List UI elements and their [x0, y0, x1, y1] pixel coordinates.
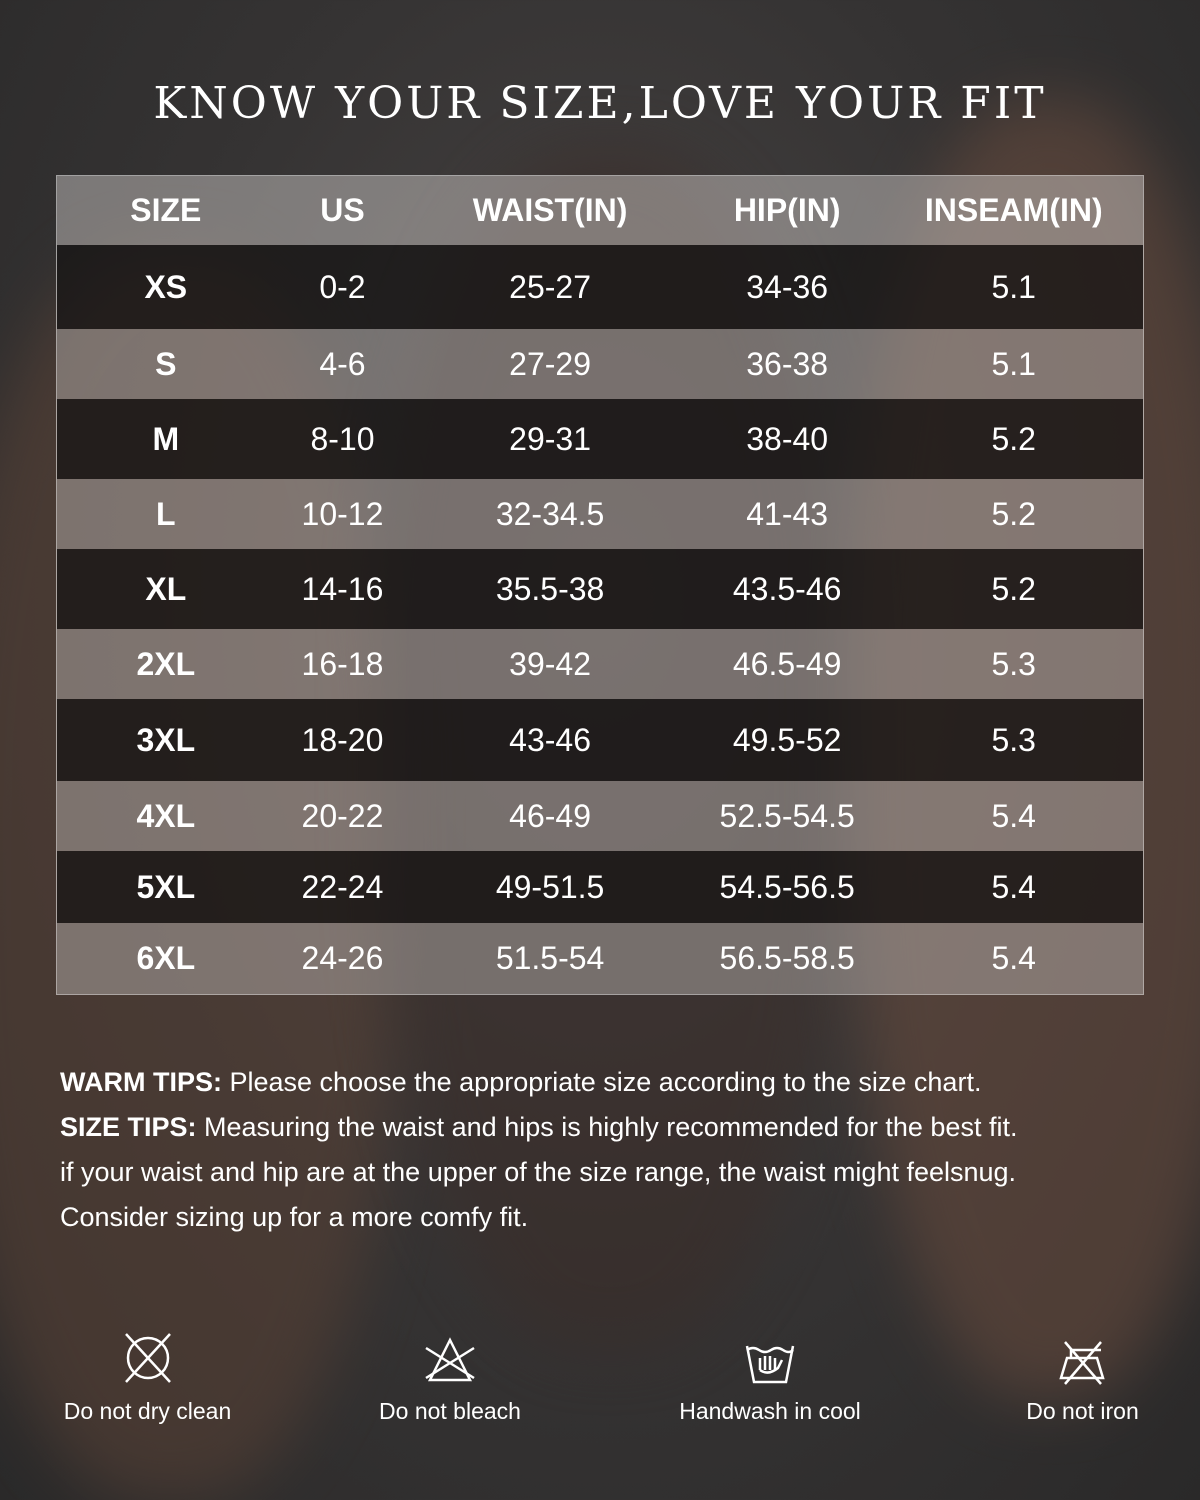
- care-item: Do not bleach: [345, 1336, 555, 1425]
- no-bleach-icon: [425, 1337, 475, 1382]
- page-title: KNOW YOUR SIZE,LOVE YOUR FIT: [153, 78, 1047, 129]
- warm-tips-label: WARM TIPS:: [60, 1067, 222, 1097]
- table-row: 6XL 24-26 51.5-54 56.5-58.5 5.4: [57, 923, 1143, 994]
- cell-hip: 56.5-58.5: [719, 940, 855, 976]
- warm-tips-text: Please choose the appropriate size accor…: [222, 1067, 982, 1097]
- no-iron-icon: [1058, 1341, 1105, 1385]
- cell-inseam: 5.3: [991, 645, 1036, 682]
- care-item: Do not iron: [1000, 1340, 1165, 1425]
- cell-hip: 36-38: [746, 345, 829, 382]
- cell-inseam: 5.2: [991, 495, 1036, 532]
- cell-us: 16-18: [301, 645, 384, 682]
- cell-size: XS: [144, 268, 188, 305]
- header-hip: HIP(IN): [733, 192, 841, 228]
- cell-hip: 43.5-46: [732, 570, 842, 607]
- table-row: S 4-6 27-29 36-38 5.1: [57, 329, 1143, 399]
- table-row: M 8-10 29-31 38-40 5.2: [57, 399, 1143, 479]
- cell-waist: 27-29: [509, 345, 591, 382]
- table-row: L 10-12 32-34.5 41-43 5.2: [57, 479, 1143, 549]
- care-item: Do not dry clean: [40, 1330, 255, 1425]
- cell-hip: 38-40: [746, 420, 829, 457]
- cell-hip: 52.5-54.5: [719, 797, 855, 834]
- cell-size: 4XL: [136, 797, 196, 834]
- cell-size: M: [152, 420, 180, 457]
- header-inseam: INSEAM(IN): [924, 192, 1103, 228]
- cell-size: L: [156, 495, 176, 532]
- cell-inseam: 5.3: [991, 721, 1036, 758]
- table-row: 5XL 22-24 49-51.5 54.5-56.5 5.4: [57, 851, 1143, 923]
- header-us: US: [320, 192, 365, 228]
- care-label: Do not bleach: [379, 1398, 521, 1424]
- cell-inseam: 5.1: [991, 268, 1036, 305]
- care-label: Handwash in cool: [679, 1398, 861, 1424]
- cell-hip: 54.5-56.5: [719, 868, 855, 905]
- cell-waist: 43-46: [509, 721, 591, 758]
- cell-waist: 32-34.5: [495, 495, 605, 532]
- cell-us: 22-24: [301, 868, 384, 905]
- cell-waist: 49-51.5: [495, 868, 605, 905]
- cell-waist: 39-42: [509, 645, 591, 682]
- handwash-icon: [745, 1345, 795, 1384]
- cell-inseam: 5.4: [991, 868, 1036, 905]
- cell-size: 2XL: [136, 645, 196, 682]
- care-item: Handwash in cool: [660, 1340, 880, 1425]
- size-tips-line: if your waist and hip are at the upper o…: [60, 1157, 1017, 1187]
- table-row: XL 14-16 35.5-38 43.5-46 5.2: [57, 549, 1143, 629]
- cell-size: XL: [145, 570, 187, 607]
- cell-us: 18-20: [301, 721, 384, 758]
- size-tips-line: Consider sizing up for a more comfy fit.: [60, 1202, 529, 1232]
- cell-waist: 35.5-38: [495, 570, 605, 607]
- care-label: Do not iron: [1026, 1398, 1139, 1424]
- table-row: XS 0-2 25-27 34-36 5.1: [57, 245, 1143, 329]
- cell-inseam: 5.4: [991, 797, 1036, 834]
- size-tips-label: SIZE TIPS:: [60, 1112, 197, 1142]
- care-label: Do not dry clean: [63, 1398, 232, 1424]
- cell-hip: 34-36: [746, 268, 829, 305]
- cell-hip: 49.5-52: [732, 721, 842, 758]
- cell-us: 4-6: [319, 345, 366, 382]
- cell-waist: 25-27: [509, 268, 591, 305]
- size-tips-text: Measuring the waist and hips is highly r…: [196, 1112, 1018, 1142]
- no-dry-clean-icon: [124, 1333, 171, 1383]
- size-chart-table: SIZE US WAIST(IN) HIP(IN) INSEAM(IN) XS 0…: [56, 175, 1144, 995]
- cell-hip: 41-43: [746, 495, 829, 532]
- cell-us: 14-16: [301, 570, 384, 607]
- cell-inseam: 5.4: [991, 940, 1036, 976]
- cell-waist: 46-49: [509, 797, 591, 834]
- cell-us: 0-2: [319, 268, 366, 305]
- cell-us: 10-12: [301, 495, 384, 532]
- cell-us: 20-22: [301, 797, 384, 834]
- cell-waist: 29-31: [509, 420, 591, 457]
- cell-size: 3XL: [136, 721, 196, 758]
- cell-inseam: 5.2: [991, 420, 1036, 457]
- cell-hip: 46.5-49: [732, 645, 842, 682]
- tips-section: WARM TIPS: Please choose the appropriate…: [60, 1060, 1160, 1240]
- header-size: SIZE: [130, 192, 202, 228]
- cell-inseam: 5.1: [991, 345, 1036, 382]
- cell-waist: 51.5-54: [495, 940, 605, 976]
- cell-size: 6XL: [136, 940, 196, 976]
- table-row: 3XL 18-20 43-46 49.5-52 5.3: [57, 699, 1143, 781]
- header-waist: WAIST(IN): [472, 192, 628, 228]
- cell-us: 24-26: [301, 940, 384, 976]
- cell-size: S: [155, 345, 177, 382]
- table-row: 2XL 16-18 39-42 46.5-49 5.3: [57, 629, 1143, 699]
- cell-inseam: 5.2: [991, 570, 1036, 607]
- table-header: SIZE US WAIST(IN) HIP(IN) INSEAM(IN): [57, 176, 1143, 245]
- cell-size: 5XL: [136, 868, 196, 905]
- table-row: 4XL 20-22 46-49 52.5-54.5 5.4: [57, 781, 1143, 851]
- cell-us: 8-10: [310, 420, 375, 457]
